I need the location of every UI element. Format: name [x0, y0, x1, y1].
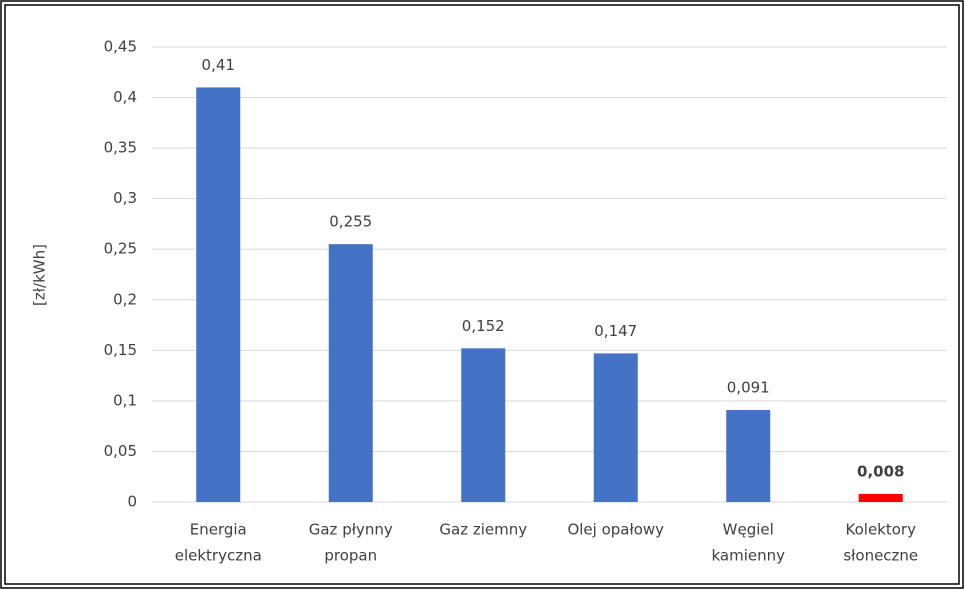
y-tick-label: 0,4	[113, 88, 137, 106]
y-tick-label: 0	[127, 493, 137, 511]
x-tick-label: kamienny	[711, 547, 785, 565]
value-label: 0,152	[462, 317, 505, 335]
x-tick-label: Gaz płynny	[309, 521, 393, 539]
inner-frame	[4, 4, 960, 585]
x-tick-label: propan	[324, 547, 377, 565]
value-label: 0,255	[329, 213, 372, 231]
y-tick-label: 0,2	[113, 290, 137, 308]
y-tick-label: 0,45	[104, 38, 137, 56]
value-label: 0,091	[727, 378, 770, 396]
y-tick-label: 0,25	[104, 240, 137, 258]
bar	[328, 244, 373, 502]
value-label: 0,008	[857, 462, 904, 480]
y-tick-label: 0,05	[104, 442, 137, 460]
bar	[726, 409, 771, 502]
value-label: 0,41	[202, 56, 235, 74]
value-label: 0,147	[594, 322, 637, 340]
x-tick-label: Kolektory	[846, 521, 917, 539]
y-tick-label: 0,1	[113, 391, 137, 409]
bar	[593, 353, 638, 502]
y-tick-label: 0,15	[104, 341, 137, 359]
y-tick-label: 0,35	[104, 139, 137, 157]
x-tick-label: Węgiel	[723, 521, 774, 539]
y-tick-label: 0,3	[113, 189, 137, 207]
bar	[461, 348, 506, 502]
x-tick-label: słoneczne	[843, 547, 918, 565]
x-tick-label: Olej opałowy	[567, 521, 664, 539]
x-tick-label: Gaz ziemny	[439, 521, 527, 539]
bar	[196, 87, 241, 502]
x-tick-label: elektryczna	[175, 547, 262, 565]
y-axis-label: [zł/kWh]	[31, 244, 49, 306]
bar	[858, 493, 903, 502]
x-tick-label: Energia	[190, 521, 247, 539]
